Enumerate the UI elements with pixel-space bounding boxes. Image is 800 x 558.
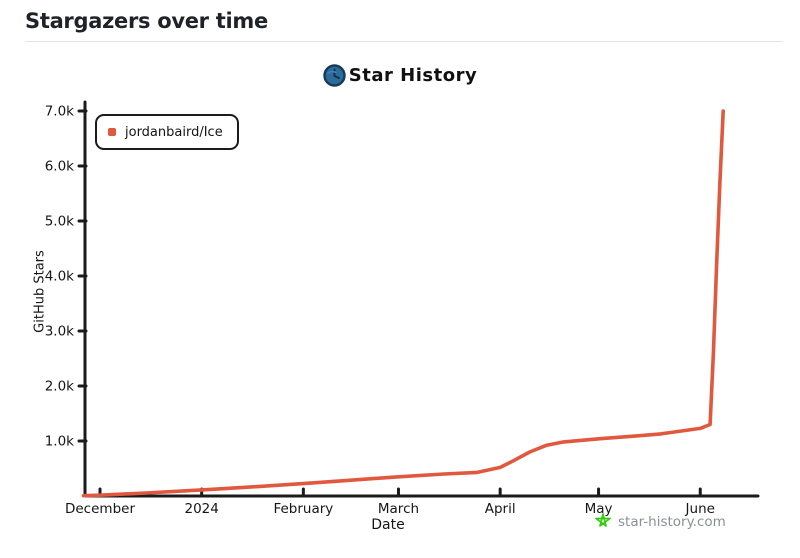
x-tick-label-4: April — [485, 501, 516, 517]
x-tick-label-5: May — [585, 501, 613, 517]
y-tick-label-0: 1.0k — [45, 434, 74, 450]
watermark-link[interactable]: star-history.com — [594, 513, 726, 531]
chart-legend: jordanbaird/Ice — [95, 114, 239, 150]
y-tick-label-5: 6.0k — [45, 159, 74, 175]
y-tick-label-1: 2.0k — [45, 379, 74, 395]
star-history-logo-icon — [323, 64, 346, 87]
star-history-logo-link[interactable]: Star History — [0, 64, 800, 87]
chart-svg: 1.0k 2.0k 3.0k 4.0k 5.0k 6.0k 7.0k December 2024… — [45, 100, 760, 517]
y-tick-label-4: 5.0k — [45, 214, 74, 230]
watermark-text: star-history.com — [618, 514, 726, 530]
x-tick-label-0: December — [65, 501, 135, 517]
x-tick-label-2: February — [273, 501, 333, 517]
y-axis-title: GitHub Stars — [32, 250, 48, 333]
y-tick-label-6: 7.0k — [45, 104, 74, 120]
series-line-jordanbaird/Ice[interactable] — [81, 109, 725, 498]
x-axis-title: Date — [371, 517, 405, 533]
green-star-icon — [594, 513, 612, 531]
x-tick-label-6: June — [685, 501, 715, 517]
page-header: Stargazers over time — [0, 0, 800, 42]
legend-marker-swatch — [108, 128, 116, 136]
x-tick-label-3: March — [378, 501, 419, 517]
legend-series-label: jordanbaird/Ice — [125, 124, 223, 140]
star-history-chart: 1.0k 2.0k 3.0k 4.0k 5.0k 6.0k 7.0k December 2024… — [0, 42, 800, 558]
header-divider — [25, 41, 783, 42]
star-history-logo-title: Star History — [348, 65, 478, 86]
y-tick-label-3: 4.0k — [45, 269, 74, 285]
y-tick-label-2: 3.0k — [45, 324, 74, 340]
x-tick-label-1: 2024 — [185, 501, 219, 517]
chart-axes — [83, 100, 760, 498]
page-title: Stargazers over time — [25, 9, 268, 33]
